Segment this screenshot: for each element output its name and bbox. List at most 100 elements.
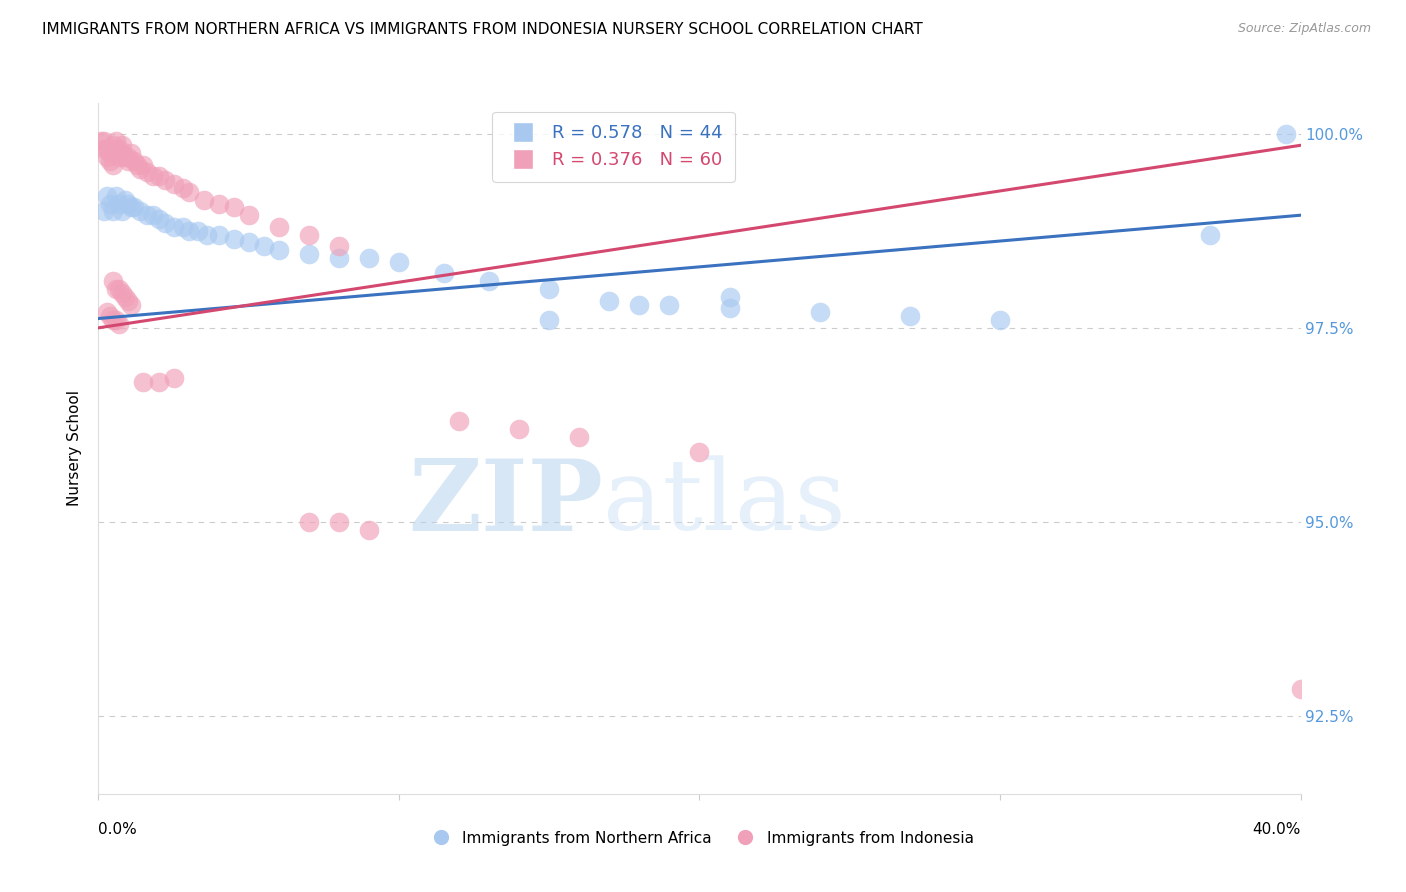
Point — [298, 247, 321, 261]
Point — [96, 150, 118, 164]
Point — [127, 158, 149, 172]
Point — [298, 227, 321, 242]
Point — [598, 293, 620, 308]
Point — [100, 153, 122, 168]
Point — [433, 267, 456, 281]
Point — [208, 227, 231, 242]
Point — [121, 201, 143, 215]
Text: atlas: atlas — [603, 456, 846, 551]
Point — [135, 208, 157, 222]
Point — [121, 146, 143, 161]
Point — [177, 185, 200, 199]
Point — [148, 169, 170, 184]
Point — [357, 251, 380, 265]
Point — [103, 204, 125, 219]
Point — [105, 313, 128, 327]
Y-axis label: Nursery School: Nursery School — [67, 390, 83, 507]
Point — [478, 274, 501, 288]
Point — [238, 235, 260, 250]
Point — [689, 445, 711, 459]
Point — [108, 196, 131, 211]
Point — [132, 158, 155, 172]
Point — [111, 138, 134, 153]
Point — [117, 150, 139, 164]
Point — [90, 135, 112, 149]
Point — [222, 231, 245, 245]
Point — [105, 146, 128, 161]
Point — [253, 239, 276, 253]
Point — [162, 219, 184, 234]
Point — [103, 158, 125, 172]
Point — [718, 301, 741, 316]
Point — [96, 305, 118, 319]
Point — [105, 135, 128, 149]
Point — [447, 414, 470, 428]
Point — [568, 429, 591, 443]
Point — [208, 196, 231, 211]
Point — [129, 161, 152, 176]
Point — [108, 150, 131, 164]
Point — [162, 371, 184, 385]
Text: 40.0%: 40.0% — [1253, 822, 1301, 837]
Point — [121, 297, 143, 311]
Point — [96, 142, 118, 156]
Point — [172, 181, 194, 195]
Point — [129, 204, 152, 219]
Text: IMMIGRANTS FROM NORTHERN AFRICA VS IMMIGRANTS FROM INDONESIA NURSERY SCHOOL CORR: IMMIGRANTS FROM NORTHERN AFRICA VS IMMIG… — [42, 22, 922, 37]
Point — [111, 204, 134, 219]
Point — [100, 309, 122, 323]
Point — [238, 208, 260, 222]
Point — [117, 196, 139, 211]
Point — [267, 243, 290, 257]
Point — [108, 282, 131, 296]
Point — [328, 251, 350, 265]
Point — [898, 309, 921, 323]
Point — [195, 227, 218, 242]
Point — [177, 224, 200, 238]
Point — [508, 422, 530, 436]
Point — [988, 313, 1011, 327]
Point — [141, 208, 163, 222]
Point — [328, 239, 350, 253]
Point — [100, 146, 122, 161]
Point — [808, 305, 831, 319]
Point — [117, 293, 139, 308]
Point — [628, 297, 651, 311]
Point — [105, 282, 128, 296]
Point — [108, 142, 131, 156]
Point — [172, 219, 194, 234]
Point — [93, 204, 115, 219]
Point — [153, 173, 176, 187]
Point — [153, 216, 176, 230]
Point — [148, 375, 170, 389]
Legend: Immigrants from Northern Africa, Immigrants from Indonesia: Immigrants from Northern Africa, Immigra… — [419, 825, 980, 852]
Point — [1199, 227, 1222, 242]
Point — [193, 193, 215, 207]
Point — [187, 224, 209, 238]
Point — [141, 169, 163, 184]
Point — [114, 290, 136, 304]
Point — [96, 188, 118, 202]
Point — [298, 515, 321, 529]
Point — [1289, 681, 1312, 696]
Point — [114, 150, 136, 164]
Point — [93, 142, 115, 156]
Point — [388, 255, 411, 269]
Point — [135, 165, 157, 179]
Point — [658, 297, 681, 311]
Point — [357, 523, 380, 537]
Point — [222, 201, 245, 215]
Point — [103, 313, 125, 327]
Point — [162, 177, 184, 191]
Point — [111, 146, 134, 161]
Point — [100, 196, 122, 211]
Point — [108, 317, 131, 331]
Point — [718, 290, 741, 304]
Point — [103, 274, 125, 288]
Point — [93, 135, 115, 149]
Point — [538, 282, 561, 296]
Point — [132, 375, 155, 389]
Point — [1274, 127, 1296, 141]
Point — [538, 313, 561, 327]
Point — [103, 138, 125, 153]
